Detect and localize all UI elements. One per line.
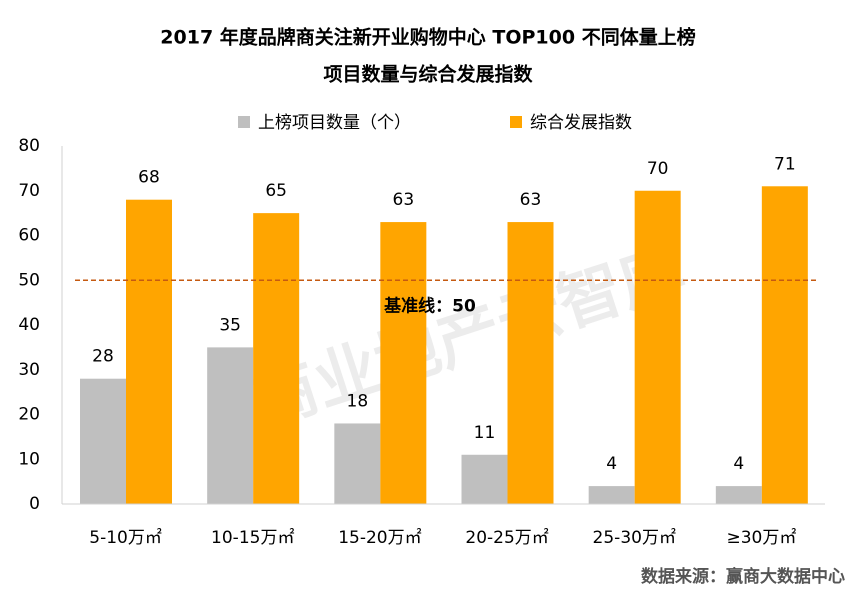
data-label: 70 <box>647 159 669 179</box>
y-tick-label: 0 <box>29 494 40 514</box>
y-tick-label: 70 <box>18 181 40 201</box>
data-label: 28 <box>92 347 114 367</box>
data-label: 63 <box>393 190 415 210</box>
bar <box>634 190 681 504</box>
bar <box>761 186 808 504</box>
x-tick-label: 25-30万㎡ <box>593 528 676 548</box>
bar <box>126 199 172 504</box>
data-label: 65 <box>265 181 287 201</box>
legend-swatch <box>238 116 250 128</box>
x-tick-label: 5-10万㎡ <box>89 528 162 548</box>
y-tick-label: 60 <box>18 226 40 246</box>
y-tick-label: 50 <box>18 270 40 290</box>
bar <box>588 486 635 504</box>
source: 数据来源：赢商大数据中心 <box>641 566 845 587</box>
data-label: 4 <box>733 454 744 474</box>
x-tick-label: 20-25万㎡ <box>465 528 548 548</box>
chart-title: 项目数量与综合发展指数 <box>323 63 533 86</box>
x-tick-label: 10-15万㎡ <box>211 528 294 548</box>
reference-label: 基准线：50 <box>383 295 476 316</box>
data-label: 18 <box>347 391 369 411</box>
bar <box>380 222 427 504</box>
data-label: 11 <box>474 423 496 443</box>
legend-swatch <box>510 116 522 128</box>
x-tick-label: ≥30万㎡ <box>726 528 796 548</box>
bar <box>253 213 300 504</box>
y-tick-label: 80 <box>18 136 40 156</box>
data-label: 63 <box>520 190 542 210</box>
data-label: 35 <box>219 315 241 335</box>
bar <box>207 347 254 504</box>
y-tick-label: 40 <box>18 315 40 335</box>
bar <box>715 486 762 504</box>
legend-label: 综合发展指数 <box>530 113 632 133</box>
chart-title: 2017 年度品牌商关注新开业购物中心 TOP100 不同体量上榜 <box>160 26 695 49</box>
data-label: 4 <box>606 454 617 474</box>
legend-label: 上榜项目数量（个） <box>258 113 411 133</box>
bar <box>334 423 381 504</box>
bar <box>461 454 508 504</box>
bar <box>80 378 126 504</box>
data-label: 71 <box>774 154 796 174</box>
y-tick-label: 30 <box>18 360 40 380</box>
data-label: 68 <box>138 168 160 188</box>
y-tick-label: 10 <box>18 449 40 469</box>
y-tick-label: 20 <box>18 405 40 425</box>
bar <box>507 222 554 504</box>
x-tick-label: 15-20万㎡ <box>338 528 421 548</box>
